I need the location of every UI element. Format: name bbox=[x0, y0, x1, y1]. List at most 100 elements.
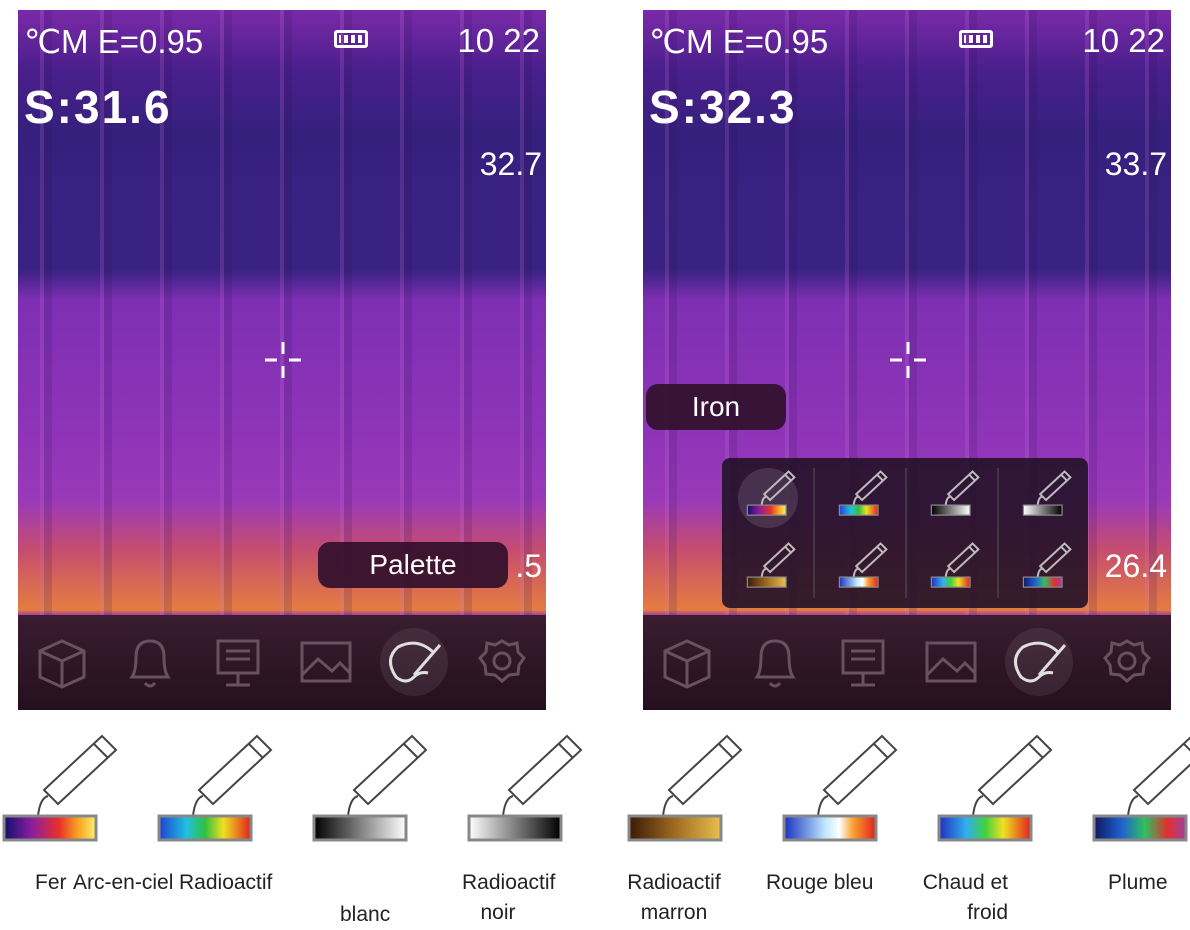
palette-labels: Fer Arc-en-ciel Radioactif blanc Radioactif n… bbox=[0, 868, 1190, 929]
label-line: Rouge bleu bbox=[766, 871, 874, 894]
pen-icon bbox=[1036, 542, 1072, 578]
palette-bar bbox=[937, 814, 1033, 842]
label-line: Plume bbox=[1108, 871, 1168, 894]
min-temp: .5 bbox=[515, 548, 542, 584]
toolbar-button[interactable] bbox=[754, 639, 796, 688]
camera-screen: ℃M E=0.95 10 22 S:31.6 32.7 .5 Palette bbox=[18, 10, 546, 710]
pen-icon bbox=[852, 470, 888, 506]
min-temp: 26.4 bbox=[1104, 548, 1167, 584]
toolbar-button[interactable] bbox=[216, 639, 260, 687]
crosshair bbox=[265, 342, 301, 378]
battery-icon bbox=[959, 30, 993, 48]
palette-bar bbox=[838, 504, 879, 516]
menu-label[interactable]: Palette bbox=[318, 542, 508, 588]
pen-icon bbox=[817, 734, 898, 817]
label-line: Arc-en-ciel bbox=[73, 871, 174, 894]
palette-label: Arc-en-ciel bbox=[73, 868, 173, 898]
toolbar-icons bbox=[38, 628, 526, 696]
palette-icon bbox=[389, 641, 442, 683]
toolbar-button[interactable] bbox=[1014, 641, 1067, 683]
palette-bar bbox=[838, 576, 879, 588]
label-line: Radioactif bbox=[627, 871, 721, 894]
battery-icon bbox=[334, 30, 368, 48]
toolbar-button[interactable] bbox=[300, 641, 352, 683]
palette-bar bbox=[467, 814, 563, 842]
status: ℃M E=0.95 bbox=[24, 23, 204, 60]
palette-label: Chaud et froid bbox=[898, 868, 1008, 928]
palette-bar bbox=[1022, 504, 1063, 516]
gear-icon bbox=[478, 639, 526, 683]
palette-bar bbox=[1092, 814, 1188, 842]
max-temp: 33.7 bbox=[1104, 146, 1167, 182]
palette-label: Rouge bleu bbox=[766, 868, 873, 898]
label-line: Fer bbox=[35, 871, 67, 894]
palette-bar bbox=[930, 504, 971, 516]
pen-icon bbox=[502, 734, 583, 817]
display-icon bbox=[216, 639, 260, 687]
toolbar-icons bbox=[663, 628, 1151, 696]
palette-label: Radioactif bbox=[179, 868, 272, 898]
pen-icon bbox=[1127, 736, 1190, 817]
pen-icon bbox=[192, 734, 273, 817]
bell-icon bbox=[129, 639, 171, 688]
box-icon bbox=[38, 639, 86, 689]
pen-icon bbox=[347, 734, 428, 817]
time: 10 22 bbox=[457, 22, 540, 59]
spot-temp: S:31.6 bbox=[24, 81, 172, 133]
palette-icon bbox=[1014, 641, 1067, 683]
label-line: marron bbox=[640, 901, 708, 924]
toolbar bbox=[18, 615, 546, 710]
palette-bar bbox=[2, 814, 98, 842]
palette-bar bbox=[157, 814, 253, 842]
menu-label[interactable]: Iron bbox=[646, 384, 786, 430]
toolbar-button[interactable] bbox=[663, 639, 711, 689]
toolbar-button[interactable] bbox=[478, 639, 526, 683]
toolbar-button[interactable] bbox=[389, 641, 442, 683]
label-line: blanc bbox=[340, 903, 391, 926]
label-line: noir bbox=[480, 901, 516, 924]
label-line: froid bbox=[967, 901, 1008, 924]
toolbar-button[interactable] bbox=[1103, 639, 1151, 683]
camera-screen: ℃M E=0.95 10 22 S:32.3 33.7 26.4 Iron bbox=[643, 10, 1171, 710]
time: 10 22 bbox=[1082, 22, 1165, 59]
status: ℃M E=0.95 bbox=[649, 23, 829, 60]
toolbar-button[interactable] bbox=[841, 639, 885, 687]
palette-bar bbox=[782, 814, 878, 842]
pen-icon bbox=[760, 542, 796, 578]
image-icon bbox=[925, 641, 977, 683]
box-icon bbox=[663, 639, 711, 689]
max-temp: 32.7 bbox=[479, 146, 542, 182]
palette-icons bbox=[2, 734, 1190, 842]
palette-bar bbox=[627, 814, 723, 842]
popup-icons bbox=[738, 468, 1072, 598]
selected-highlight bbox=[1005, 628, 1073, 696]
palette-bar bbox=[312, 814, 408, 842]
palette-bar bbox=[746, 576, 787, 588]
pen-icon bbox=[944, 542, 980, 578]
palette-bar bbox=[1022, 576, 1063, 588]
pen-icon bbox=[972, 734, 1053, 817]
image-icon bbox=[300, 641, 352, 683]
crosshair bbox=[890, 342, 926, 378]
palette-bar bbox=[930, 576, 971, 588]
palette-label: Radioactif marron bbox=[620, 868, 728, 928]
toolbar-button[interactable] bbox=[129, 639, 171, 688]
pen-icon bbox=[1036, 470, 1072, 506]
palette-label: Plume bbox=[1108, 868, 1168, 898]
toolbar-button[interactable] bbox=[38, 639, 86, 689]
pen-icon bbox=[37, 734, 118, 817]
selected-highlight bbox=[380, 628, 448, 696]
palette-bar bbox=[746, 504, 787, 516]
pen-icon bbox=[852, 542, 888, 578]
palette-label: blanc bbox=[340, 900, 390, 930]
spot-temp: S:32.3 bbox=[649, 81, 797, 133]
display-icon bbox=[841, 639, 885, 687]
bell-icon bbox=[754, 639, 796, 688]
label-line: Chaud et bbox=[922, 871, 1008, 894]
toolbar-button[interactable] bbox=[925, 641, 977, 683]
label-line: Radioactif bbox=[462, 871, 556, 894]
gear-icon bbox=[1103, 639, 1151, 683]
toolbar bbox=[643, 615, 1171, 710]
